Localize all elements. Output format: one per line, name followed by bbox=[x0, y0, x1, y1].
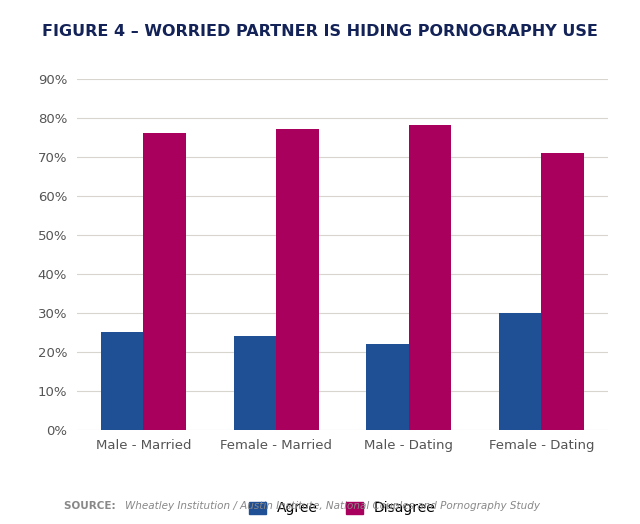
Bar bbox=[234, 336, 276, 430]
Bar bbox=[101, 332, 143, 430]
Bar bbox=[143, 133, 186, 430]
Text: SOURCE:: SOURCE: bbox=[64, 501, 119, 511]
Bar bbox=[541, 152, 584, 430]
Legend: Agree, Disagree: Agree, Disagree bbox=[244, 496, 441, 521]
Bar bbox=[366, 344, 409, 430]
Bar bbox=[409, 125, 451, 430]
Text: FIGURE 4 – WORRIED PARTNER IS HIDING PORNOGRAPHY USE: FIGURE 4 – WORRIED PARTNER IS HIDING POR… bbox=[42, 24, 598, 39]
Bar bbox=[276, 129, 319, 430]
Text: Wheatley Institution / Austin Institute, National Couples and Pornography Study: Wheatley Institution / Austin Institute,… bbox=[125, 501, 540, 511]
Bar bbox=[499, 313, 541, 430]
